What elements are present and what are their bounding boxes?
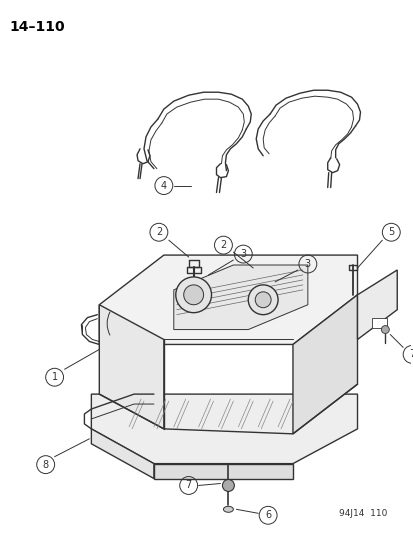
Circle shape	[254, 292, 271, 308]
Text: 2: 2	[155, 227, 161, 237]
Circle shape	[222, 480, 234, 491]
Text: 7: 7	[408, 350, 413, 359]
Text: 5: 5	[387, 227, 394, 237]
Polygon shape	[99, 305, 164, 429]
Text: 6: 6	[264, 510, 271, 520]
Text: 14–110: 14–110	[10, 20, 65, 34]
Polygon shape	[99, 255, 357, 344]
Circle shape	[176, 277, 211, 313]
Text: 7: 7	[185, 480, 191, 490]
Text: 2: 2	[220, 240, 226, 250]
Text: 3: 3	[240, 249, 246, 259]
Circle shape	[248, 285, 278, 314]
Text: 4: 4	[160, 181, 166, 191]
Bar	[372, 318, 387, 328]
Polygon shape	[91, 429, 154, 479]
Circle shape	[380, 326, 388, 334]
Text: 8: 8	[43, 459, 49, 470]
Text: 3: 3	[304, 259, 310, 269]
Ellipse shape	[223, 506, 233, 512]
Polygon shape	[173, 265, 307, 329]
Polygon shape	[357, 270, 396, 340]
Polygon shape	[154, 464, 292, 479]
Polygon shape	[91, 394, 357, 464]
Polygon shape	[292, 295, 357, 434]
Text: 1: 1	[52, 372, 57, 382]
Text: 94J14  110: 94J14 110	[338, 509, 387, 518]
Circle shape	[183, 285, 203, 305]
